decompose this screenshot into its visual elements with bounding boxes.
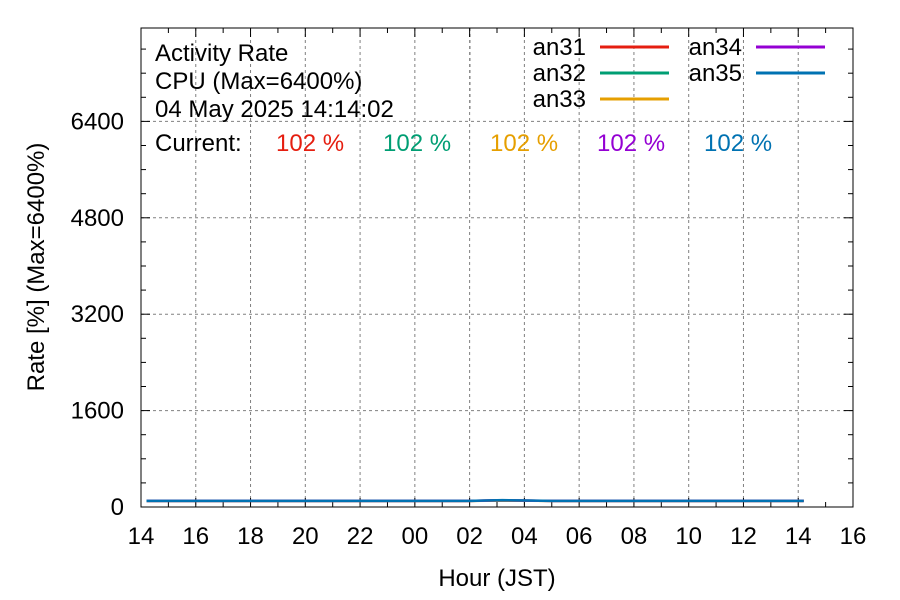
y-tick-label: 3200 [71, 301, 124, 328]
x-tick-label: 16 [182, 523, 209, 550]
x-tick-label: 14 [128, 523, 155, 550]
series-line-an35 [146, 498, 804, 503]
x-tick-label: 18 [237, 523, 264, 550]
x-tick-label: 04 [511, 523, 538, 550]
series-lines [146, 498, 804, 503]
legend-label-an34: an34 [689, 34, 742, 61]
current-value-an31: 102 % [276, 130, 344, 157]
current-value-an32: 102 % [383, 130, 451, 157]
title-block: Activity Rate CPU (Max=6400%) 04 May 202… [155, 40, 394, 123]
legend-label-an31: an31 [533, 34, 586, 61]
y-tick-label: 4800 [71, 205, 124, 232]
y-axis-label: Rate [%] (Max=6400%) [23, 143, 50, 392]
x-axis-label: Hour (JST) [438, 565, 555, 592]
y-tick-label: 6400 [71, 108, 124, 135]
x-tick-label: 14 [785, 523, 812, 550]
x-tick-label: 16 [840, 523, 867, 550]
current-value-an33: 102 % [490, 130, 558, 157]
axis-tick-labels: 14 16 18 20 22 00 02 04 06 08 10 12 14 16 0 1600 3200 480… [71, 108, 867, 550]
plot-area-border [140, 27, 854, 508]
current-values-row: Current: 102 % 102 % 102 % 102 % 102 % [155, 130, 772, 157]
x-tick-label: 22 [347, 523, 374, 550]
chart-title: Activity Rate [155, 40, 288, 67]
current-value-an35: 102 % [704, 130, 772, 157]
x-tick-label: 20 [292, 523, 319, 550]
y-tick-label: 0 [111, 494, 124, 521]
legend: an31 an32 an33 an34 an35 [533, 34, 825, 113]
y-tick-label: 1600 [71, 398, 124, 425]
legend-label-an33: an33 [533, 86, 586, 113]
x-tick-label: 06 [566, 523, 593, 550]
grid-lines [141, 28, 853, 507]
legend-label-an35: an35 [689, 60, 742, 87]
current-value-an34: 102 % [597, 130, 665, 157]
x-tick-label: 12 [730, 523, 757, 550]
chart-timestamp: 04 May 2025 14:14:02 [155, 96, 394, 123]
chart-subtitle: CPU (Max=6400%) [155, 68, 362, 95]
x-tick-label: 00 [401, 523, 428, 550]
legend-label-an32: an32 [533, 60, 586, 87]
current-label: Current: [155, 130, 242, 157]
x-tick-label: 10 [675, 523, 702, 550]
x-tick-label: 08 [621, 523, 648, 550]
x-tick-label: 02 [456, 523, 483, 550]
